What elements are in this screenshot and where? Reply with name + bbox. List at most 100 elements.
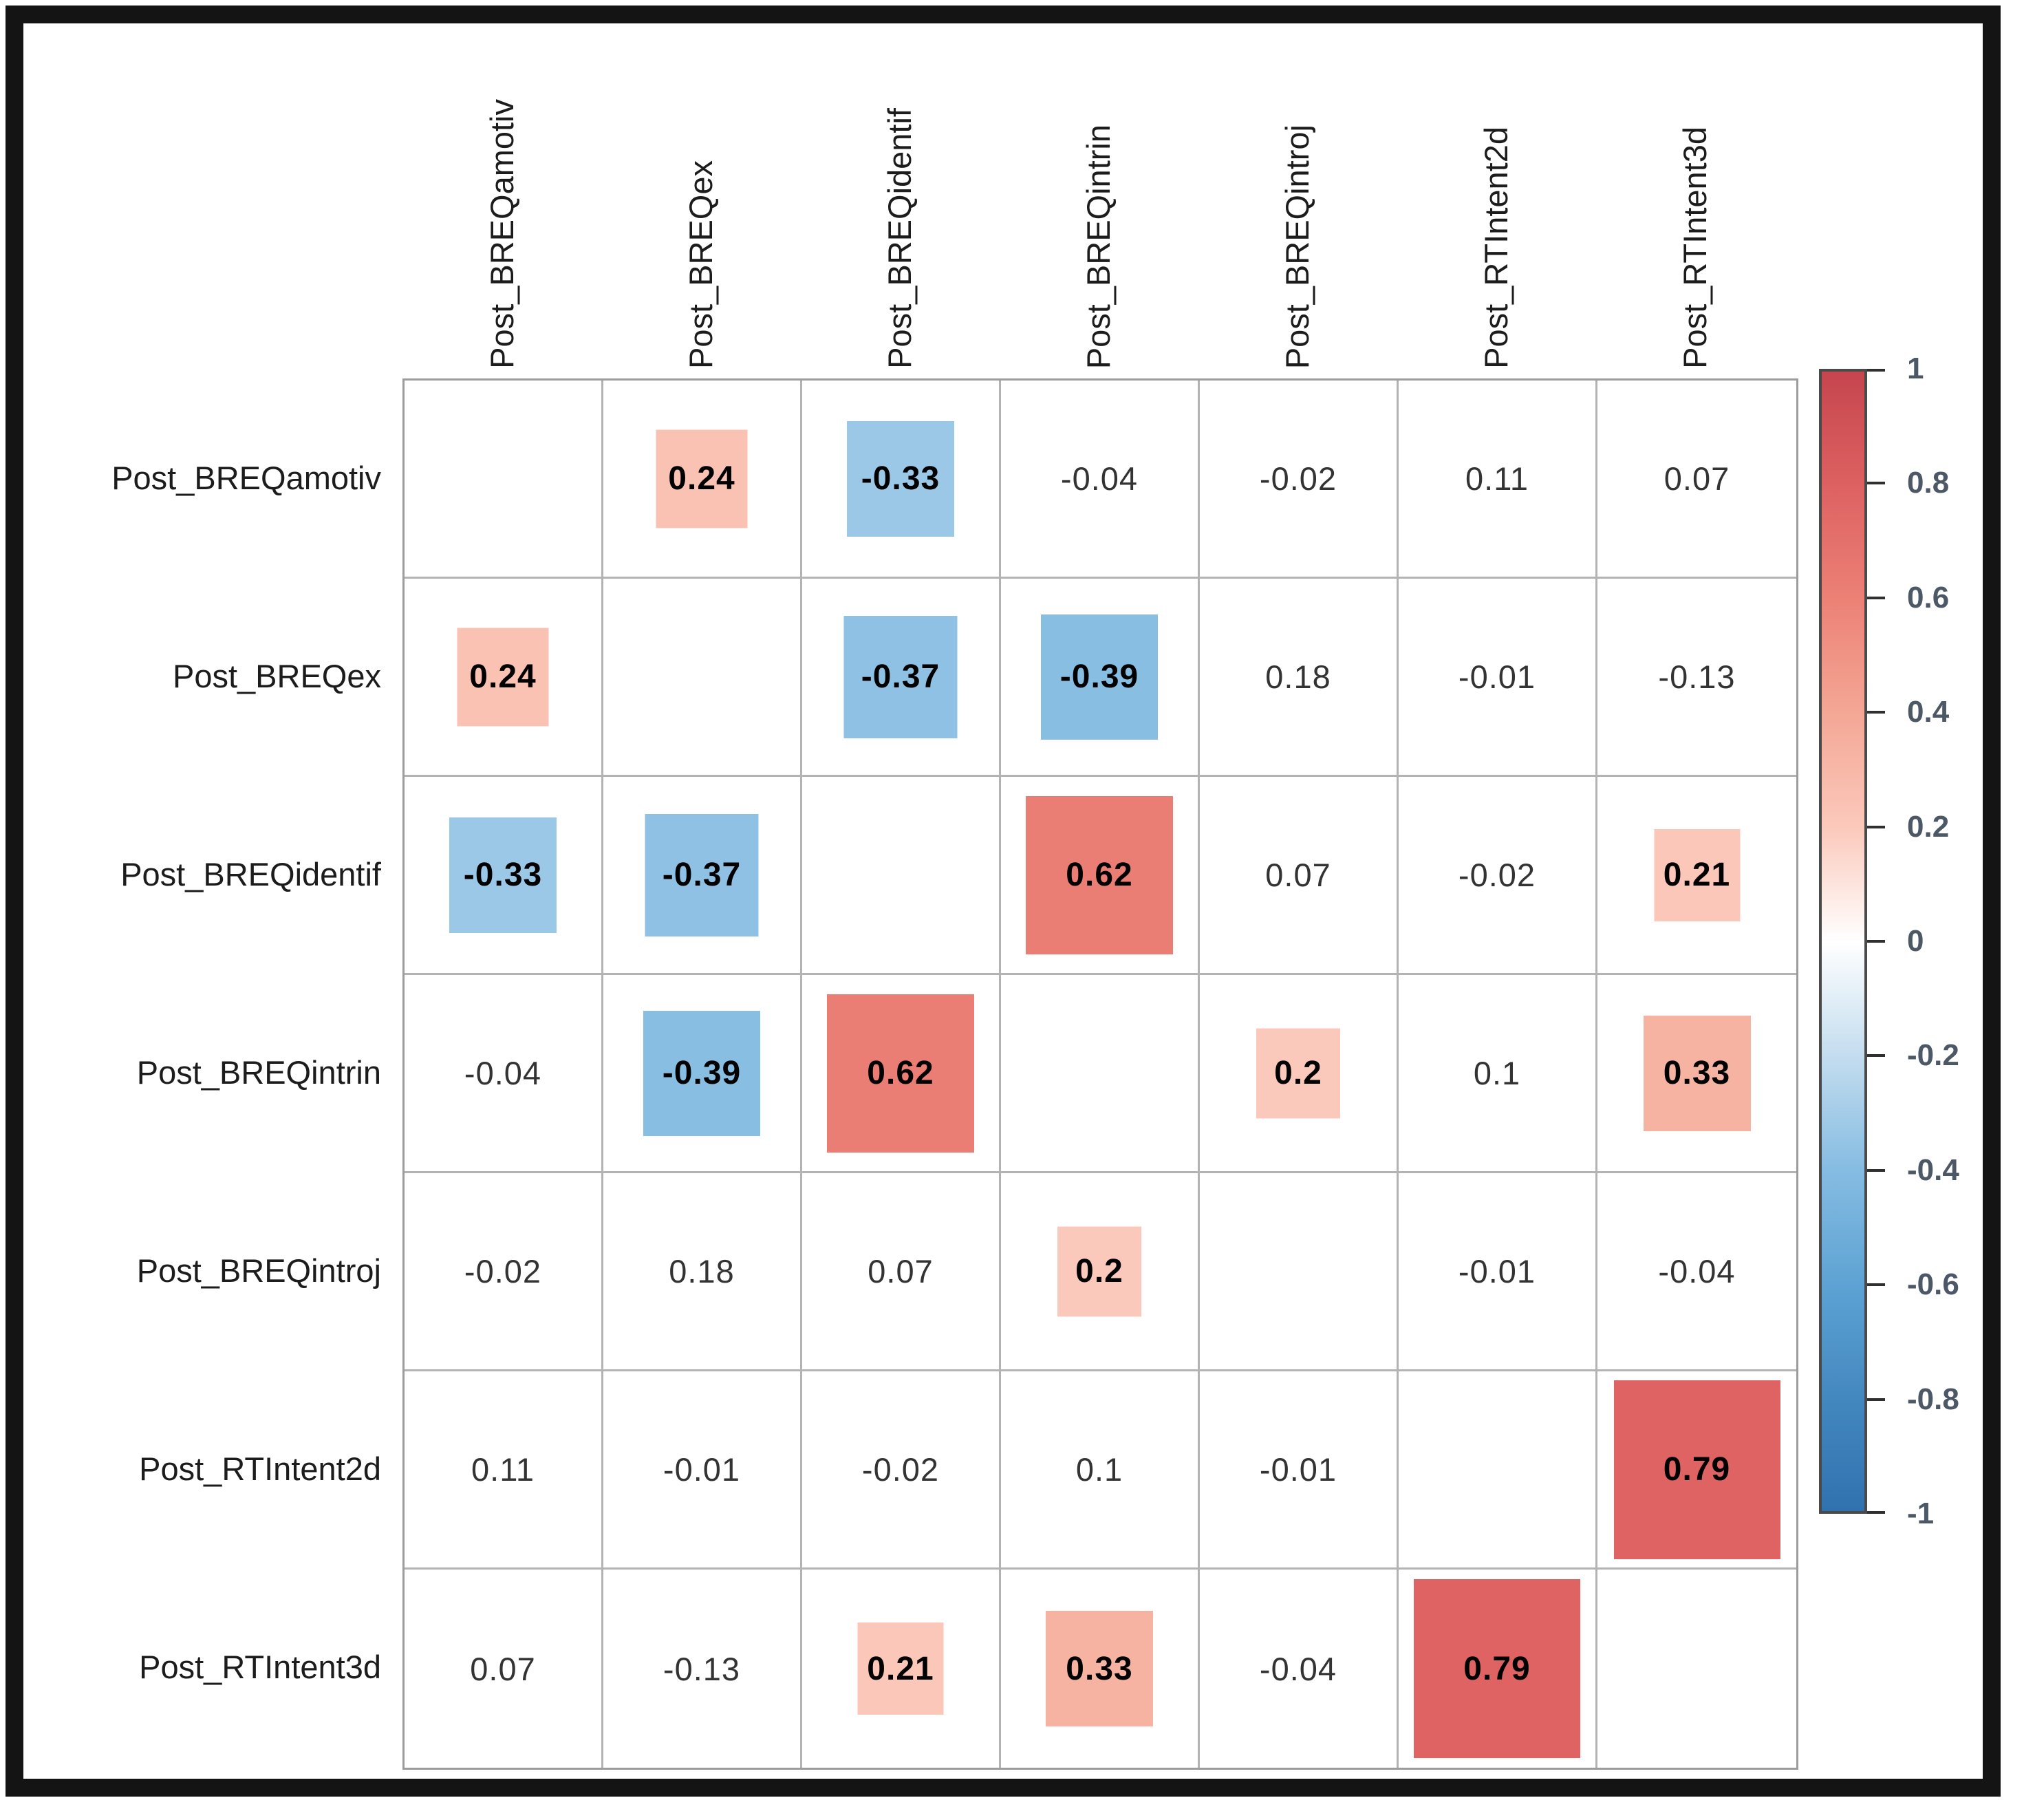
correlation-box [847,420,954,537]
column-header-label: Post_BREQex [682,160,719,369]
matrix-cell-r0c4: -0.02 [1200,381,1399,579]
row-label-1: Post_BREQex [172,657,381,694]
correlation-value: 0.2 [1274,1055,1322,1091]
correlation-value: -0.37 [662,857,742,893]
matrix-cell-r5c4: -0.01 [1200,1371,1399,1570]
matrix-cell-r5c0: 0.11 [405,1371,603,1570]
column-header-5: Post_RTIntent2d [1397,28,1595,378]
correlation-box [643,1010,760,1136]
matrix-cell-r2c6: 0.21 [1597,777,1796,975]
matrix-cell-r6c1: -0.13 [603,1570,802,1768]
matrix-cell-r3c0: -0.04 [405,975,603,1173]
matrix-cell-r5c2: -0.02 [802,1371,1001,1570]
column-header-label: Post_BREQintroj [1278,124,1315,369]
correlation-value: 0.79 [1663,1451,1731,1488]
correlation-value: 0.18 [669,1253,735,1289]
correlation-value: -0.04 [1060,460,1139,497]
matrix-cell-r1c2: -0.37 [802,579,1001,777]
colorbar-tick [1867,826,1885,828]
colorbar-tick [1867,1511,1885,1514]
matrix-cell-r3c1: -0.39 [603,975,802,1173]
matrix-cell-r3c4: 0.2 [1200,975,1399,1173]
matrix-cell-r1c4: 0.18 [1200,579,1399,777]
correlation-value: 0.11 [1465,460,1529,497]
matrix-cell-r0c1: 0.24 [603,381,802,579]
correlation-value: -0.02 [464,1253,542,1289]
matrix-cell-r6c5: 0.79 [1399,1570,1597,1768]
correlation-box [857,1623,944,1715]
matrix-cell-r3c5: 0.1 [1399,975,1597,1173]
correlation-value: 0.24 [668,460,735,497]
colorbar-tick [1867,940,1885,943]
matrix-cell-r5c1: -0.01 [603,1371,802,1570]
colorbar-tick [1867,482,1885,484]
correlation-box [1613,1380,1780,1559]
matrix-cell-r4c0: -0.02 [405,1173,603,1371]
row-label-6: Post_RTIntent3d [139,1648,381,1685]
column-header-0: Post_BREQamotiv [402,28,601,378]
correlation-box [827,994,974,1153]
correlation-value: 0.18 [1265,659,1331,695]
matrix-cell-r1c1 [603,579,802,777]
matrix-cell-r2c4: 0.07 [1200,777,1399,975]
correlation-value: 0.21 [1663,857,1731,893]
colorbar-tick-label: 0.2 [1907,810,1950,844]
correlation-value: 0.1 [1075,1451,1123,1488]
column-header-3: Post_BREQintrin [999,28,1198,378]
correlation-box [1046,1611,1153,1726]
correlation-box [1256,1028,1340,1118]
matrix-cell-r6c0: 0.07 [405,1570,603,1768]
correlation-box [843,615,958,738]
colorbar-tick-label: -1 [1907,1497,1935,1530]
correlation-value: -0.37 [861,659,940,695]
correlation-value: -0.33 [463,857,543,893]
correlation-box [1654,828,1740,921]
matrix-cell-r0c0 [405,381,603,579]
correlation-value: 0.07 [1664,460,1730,497]
correlation-value: 0.33 [1066,1650,1133,1687]
matrix-cell-r1c0: 0.24 [405,579,603,777]
matrix-cell-r4c1: 0.18 [603,1173,802,1371]
matrix-cell-r1c3: -0.39 [1001,579,1200,777]
correlation-value: 0.21 [867,1650,934,1687]
correlation-value: 0.1 [1473,1055,1521,1091]
correlation-value: -0.13 [663,1650,741,1687]
column-header-6: Post_RTIntent3d [1595,28,1794,378]
row-label-3: Post_BREQintrin [136,1053,381,1091]
colorbar-tick-label: 0.8 [1907,466,1950,500]
correlation-value: -0.13 [1658,659,1736,695]
column-header-2: Post_BREQidentif [800,28,999,378]
matrix-cell-r2c1: -0.37 [603,777,802,975]
matrix-cell-r2c5: -0.02 [1399,777,1597,975]
colorbar-tick-label: 0.4 [1907,695,1950,729]
row-label-5: Post_RTIntent2d [139,1450,381,1487]
matrix-cell-r5c5 [1399,1371,1597,1570]
correlation-value: 0.11 [471,1451,535,1488]
row-label-0: Post_BREQamotiv [111,459,381,496]
matrix-cell-r4c6: -0.04 [1597,1173,1796,1371]
correlation-box [1041,614,1158,740]
colorbar-tick [1867,711,1885,714]
matrix-cell-r3c3 [1001,975,1200,1173]
matrix-cell-r6c6 [1597,1570,1796,1768]
column-headers: Post_BREQamotiv Post_BREQex Post_BREQident… [402,28,1794,378]
correlation-value: 0.62 [867,1055,934,1091]
matrix-cell-r0c5: 0.11 [1399,381,1597,579]
colorbar [1819,369,1867,1514]
correlation-box [457,628,549,726]
matrix-cell-r5c3: 0.1 [1001,1371,1200,1570]
matrix-cell-r0c2: -0.33 [802,381,1001,579]
correlation-value: 0.07 [1265,857,1331,893]
matrix-cell-r5c6: 0.79 [1597,1371,1796,1570]
correlation-value: -0.04 [464,1055,542,1091]
colorbar-tick-label: -0.6 [1907,1267,1959,1301]
correlation-value: -0.33 [861,460,940,497]
row-labels: Post_BREQamotiv Post_BREQex Post_BREQident… [31,378,392,1766]
correlation-box [1414,1579,1580,1758]
correlation-value: -0.02 [1259,460,1337,497]
correlation-value: -0.04 [1658,1253,1736,1289]
column-header-label: Post_BREQintrin [1079,124,1117,369]
correlation-value: 0.07 [470,1650,536,1687]
colorbar-tick-label: -0.8 [1907,1382,1959,1416]
matrix-cell-r2c2 [802,777,1001,975]
